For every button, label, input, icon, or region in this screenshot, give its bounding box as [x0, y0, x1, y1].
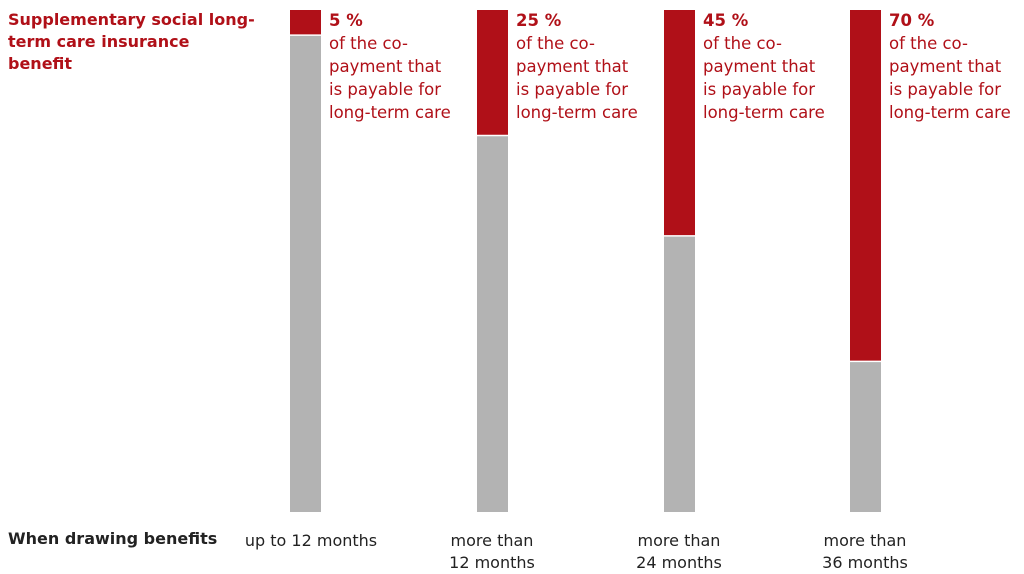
x-tick-label-1: up to 12 months: [244, 531, 378, 550]
value-label: 70 %: [889, 11, 935, 30]
annotation-text: of the co- payment that is payable for l…: [703, 34, 825, 122]
value-label: 5 %: [329, 11, 363, 30]
bar-benefit-2: [477, 10, 508, 136]
bar-benefit-4: [850, 10, 881, 362]
bar-base-1: [290, 10, 321, 512]
bar-value-label-4: 70 % of the co- payment that is payable f…: [889, 9, 1024, 124]
bar-value-label-2: 25 % of the co- payment that is payable f…: [516, 9, 656, 124]
bar-value-label-3: 45 % of the co- payment that is payable f…: [703, 9, 843, 124]
legend-title: Supplementary social long-term care insu…: [8, 10, 255, 73]
annotation-text: of the co- payment that is payable for l…: [889, 34, 1011, 122]
x-tick-label-2: more than 12 months: [449, 531, 535, 572]
annotation-text: of the co- payment that is payable for l…: [516, 34, 638, 122]
bar-benefit-3: [664, 10, 695, 236]
bar-value-label-1: 5 % of the co- payment that is payable fo…: [329, 9, 469, 124]
annotation-text: of the co- payment that is payable for l…: [329, 34, 451, 122]
x-tick-label-3: more than 24 months: [636, 531, 722, 572]
bar-benefit-1: [290, 10, 321, 36]
value-label: 25 %: [516, 11, 562, 30]
x-tick-label-4: more than 36 months: [822, 531, 908, 572]
value-label: 45 %: [703, 11, 749, 30]
x-axis-title: When drawing benefits: [8, 529, 218, 548]
